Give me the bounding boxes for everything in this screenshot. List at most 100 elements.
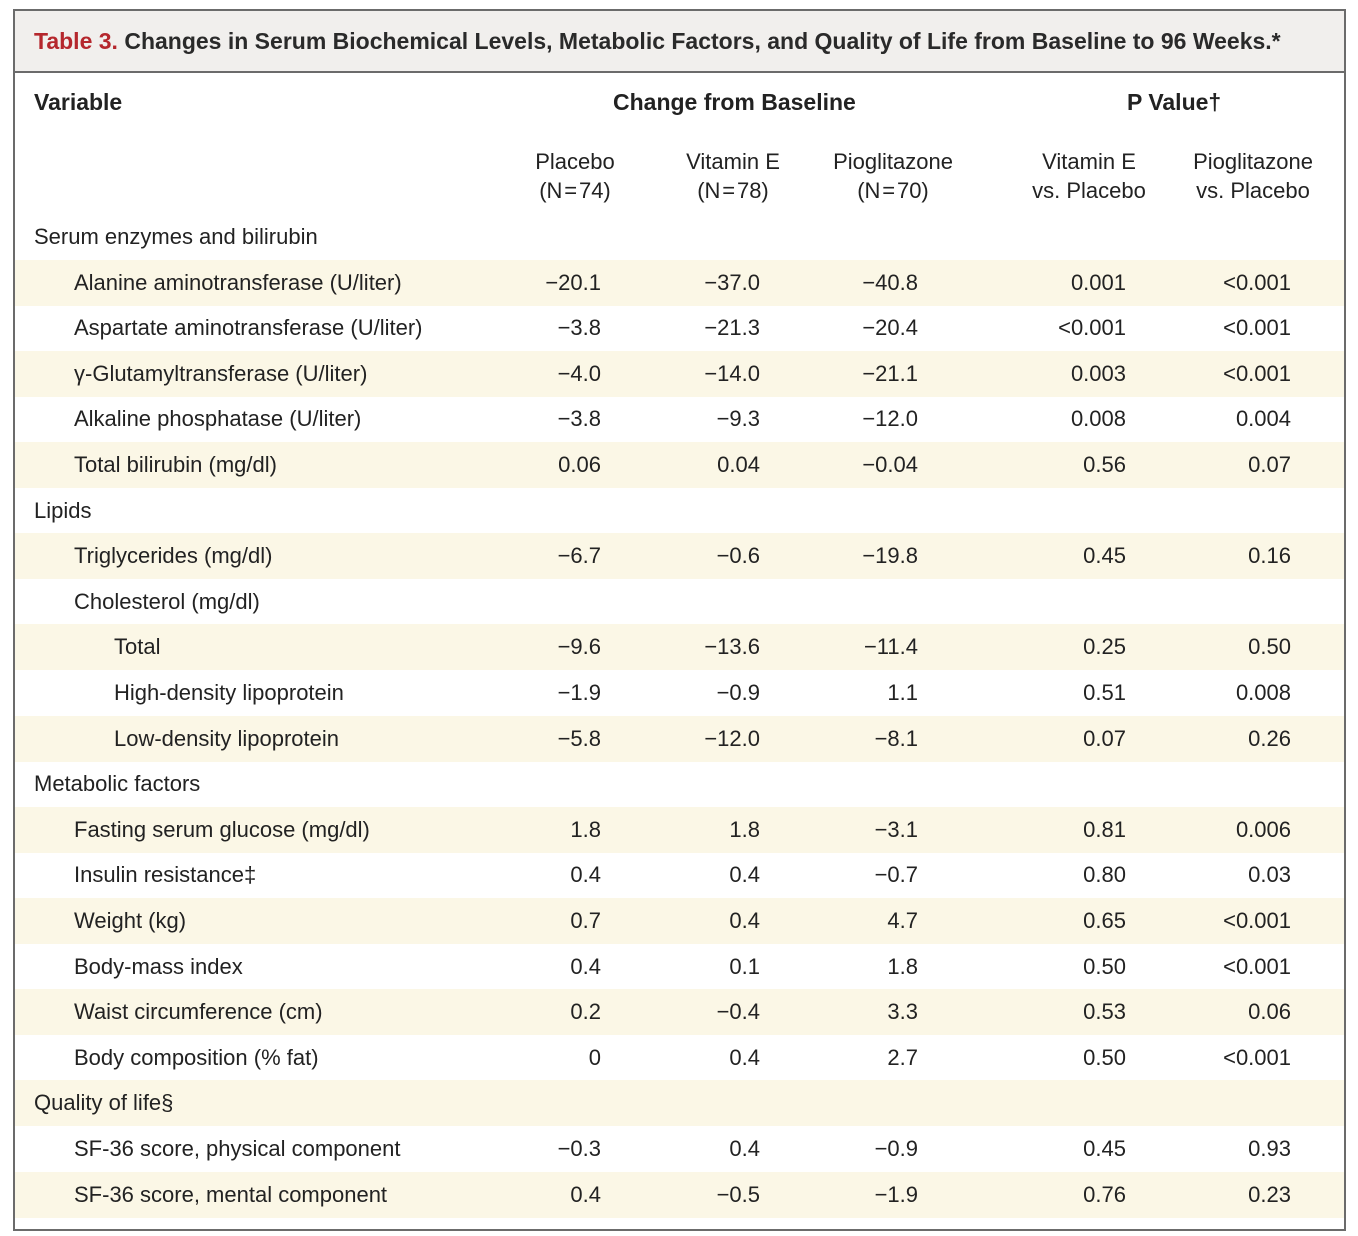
table-row: Cholesterol (mg/dl) bbox=[15, 579, 1344, 625]
table-row: Weight (kg) 0.7 0.4 4.7 0.65 <0.001 bbox=[15, 898, 1344, 944]
table-cell: 4.7 bbox=[887, 908, 918, 933]
col-header-pioglitazone-vs-placebo-l2: vs. Placebo bbox=[1196, 178, 1310, 203]
table-cell: 0.81 bbox=[1083, 816, 1126, 842]
table-row: Waist circumference (cm) 0.2 −0.4 3.3 0.53 0.… bbox=[15, 989, 1344, 1036]
table-cell: 0.07 bbox=[1248, 452, 1291, 477]
section-label: Lipids bbox=[34, 497, 92, 523]
table-cell: <0.001 bbox=[1223, 908, 1291, 933]
col-header-pioglitazone-vs-placebo-l1: Pioglitazone bbox=[1193, 149, 1313, 174]
row-label: Alkaline phosphatase (U/liter) bbox=[74, 406, 362, 432]
col-header-vitamin-e-n: (N = 78) bbox=[697, 178, 769, 203]
row-label: Body-mass index bbox=[74, 953, 243, 979]
table-cell: <0.001 bbox=[1223, 269, 1291, 295]
table-cell: 0.50 bbox=[1083, 1044, 1126, 1070]
table-row: Body-mass index 0.4 0.1 1.8 0.50 <0.001 bbox=[15, 944, 1344, 990]
table-cell: 0.004 bbox=[1235, 406, 1291, 432]
table-cell: 0.04 bbox=[717, 452, 760, 477]
table-row: SF-36 score, mental component 0.4 −0.5 −1.9… bbox=[15, 1171, 1344, 1218]
table-cell: 0.06 bbox=[558, 452, 601, 477]
table-cell: 0.03 bbox=[1248, 862, 1291, 888]
section-label: Quality of life§ bbox=[34, 1090, 174, 1116]
table-cell: −4.0 bbox=[557, 360, 601, 386]
table-cell: −20.4 bbox=[862, 315, 918, 341]
table-cell: 1.8 bbox=[887, 953, 918, 979]
table-cell: −12.0 bbox=[704, 725, 760, 751]
table-cell: <0.001 bbox=[1223, 315, 1291, 341]
row-label: Body composition (% fat) bbox=[74, 1044, 319, 1070]
table-cell: −8.1 bbox=[874, 725, 918, 751]
row-label: Cholesterol (mg/dl) bbox=[74, 588, 260, 614]
table-row: Fasting serum glucose (mg/dl) 1.8 1.8 −3.1 0… bbox=[15, 806, 1344, 853]
table-row: Triglycerides (mg/dl) −6.7 −0.6 −19.8 0.45 0.… bbox=[15, 533, 1344, 580]
table-cell: 0.1 bbox=[729, 953, 760, 979]
table-cell: <0.001 bbox=[1223, 1044, 1291, 1070]
table-cell: −21.3 bbox=[704, 315, 760, 341]
table-cell: 0.4 bbox=[570, 1181, 601, 1207]
row-label: High-density lipoprotein bbox=[114, 680, 344, 705]
col-header-vitamin-e-vs-placebo: Vitamin E vs. Placebo bbox=[1019, 147, 1159, 205]
row-label: Total bilirubin (mg/dl) bbox=[74, 452, 277, 477]
table-cell: 0 bbox=[588, 1044, 601, 1070]
table-number: Table 3. bbox=[34, 28, 118, 54]
table-cell: −0.3 bbox=[557, 1136, 601, 1161]
table-cell: 0.50 bbox=[1083, 953, 1126, 979]
table-cell: −9.3 bbox=[716, 406, 760, 432]
section-label: Metabolic factors bbox=[34, 771, 201, 797]
row-label: γ-Glutamyltransferase (U/liter) bbox=[74, 360, 368, 386]
table-cell: 1.1 bbox=[887, 680, 918, 705]
row-label: Insulin resistance‡ bbox=[74, 862, 257, 888]
table-cell: −0.9 bbox=[874, 1136, 918, 1161]
table-cell: 0.56 bbox=[1083, 452, 1126, 477]
row-label: Weight (kg) bbox=[74, 908, 187, 933]
table-cell: −12.0 bbox=[862, 406, 918, 432]
table-cell: 0.93 bbox=[1248, 1136, 1291, 1161]
table-cell: 0.003 bbox=[1070, 360, 1126, 386]
table-cell: −0.04 bbox=[862, 452, 918, 477]
table-cell: 0.51 bbox=[1083, 680, 1126, 705]
col-header-pioglitazone-n: (N = 70) bbox=[857, 178, 929, 203]
section-row: Metabolic factors bbox=[15, 761, 1344, 807]
table-cell: <0.001 bbox=[1223, 360, 1291, 386]
table-cell: <0.001 bbox=[1058, 315, 1126, 341]
table-cell: −21.1 bbox=[862, 360, 918, 386]
table-cell: 0.45 bbox=[1083, 1136, 1126, 1161]
table-cell: 0.4 bbox=[729, 1044, 760, 1070]
header-variable: Variable bbox=[34, 89, 123, 115]
table-cell: −1.9 bbox=[874, 1181, 918, 1207]
table-cell: −0.6 bbox=[716, 543, 760, 569]
table-cell: −3.1 bbox=[874, 816, 918, 842]
col-header-vitamin-e-vs-placebo-l1: Vitamin E bbox=[1042, 149, 1136, 174]
col-header-pioglitazone: Pioglitazone (N = 70) bbox=[815, 147, 971, 205]
table-cell: 0.65 bbox=[1083, 908, 1126, 933]
section-label: Serum enzymes and bilirubin bbox=[34, 224, 318, 249]
table-caption: Changes in Serum Biochemical Levels, Met… bbox=[124, 28, 1281, 54]
table-cell: 0.008 bbox=[1070, 406, 1126, 432]
table-cell: 0.16 bbox=[1248, 543, 1291, 569]
table-cell: 1.8 bbox=[729, 816, 760, 842]
row-label: Alanine aminotransferase (U/liter) bbox=[74, 269, 402, 295]
col-header-placebo: Placebo (N = 74) bbox=[515, 147, 635, 205]
table-row: Insulin resistance‡ 0.4 0.4 −0.7 0.80 0.03 bbox=[15, 852, 1344, 898]
col-header-vitamin-e: Vitamin E (N = 78) bbox=[668, 147, 798, 205]
table-cell: 0.26 bbox=[1248, 725, 1291, 751]
header-p-value: P Value† bbox=[1127, 89, 1222, 115]
table-row: Body composition (% fat) 0 0.4 2.7 0.50 <0.00… bbox=[15, 1035, 1344, 1081]
row-label: Low-density lipoprotein bbox=[114, 725, 340, 751]
row-label: SF-36 score, mental component bbox=[74, 1181, 388, 1207]
col-header-placebo-name: Placebo bbox=[535, 149, 615, 174]
table-cell: 0.008 bbox=[1235, 680, 1291, 705]
table-cell: −40.8 bbox=[862, 269, 918, 295]
table-row: Low-density lipoprotein −5.8 −12.0 −8.1 0.07… bbox=[15, 715, 1344, 762]
col-header-placebo-n: (N = 74) bbox=[539, 178, 611, 203]
table-cell: −0.9 bbox=[716, 680, 760, 705]
table-row: Total bilirubin (mg/dl) 0.06 0.04 −0.04 0.56… bbox=[15, 442, 1344, 488]
table-row: γ-Glutamyltransferase (U/liter) −4.0 −14.0… bbox=[15, 350, 1344, 397]
table-cell: 0.4 bbox=[729, 862, 760, 888]
row-label: Waist circumference (cm) bbox=[74, 999, 323, 1025]
table-cell: 0.006 bbox=[1235, 816, 1291, 842]
col-header-pioglitazone-name: Pioglitazone bbox=[833, 149, 953, 174]
row-label: Triglycerides (mg/dl) bbox=[74, 543, 273, 569]
table-cell: −37.0 bbox=[704, 269, 760, 295]
row-label: Aspartate aminotransferase (U/liter) bbox=[74, 315, 423, 341]
table-cell: −3.8 bbox=[557, 406, 601, 432]
